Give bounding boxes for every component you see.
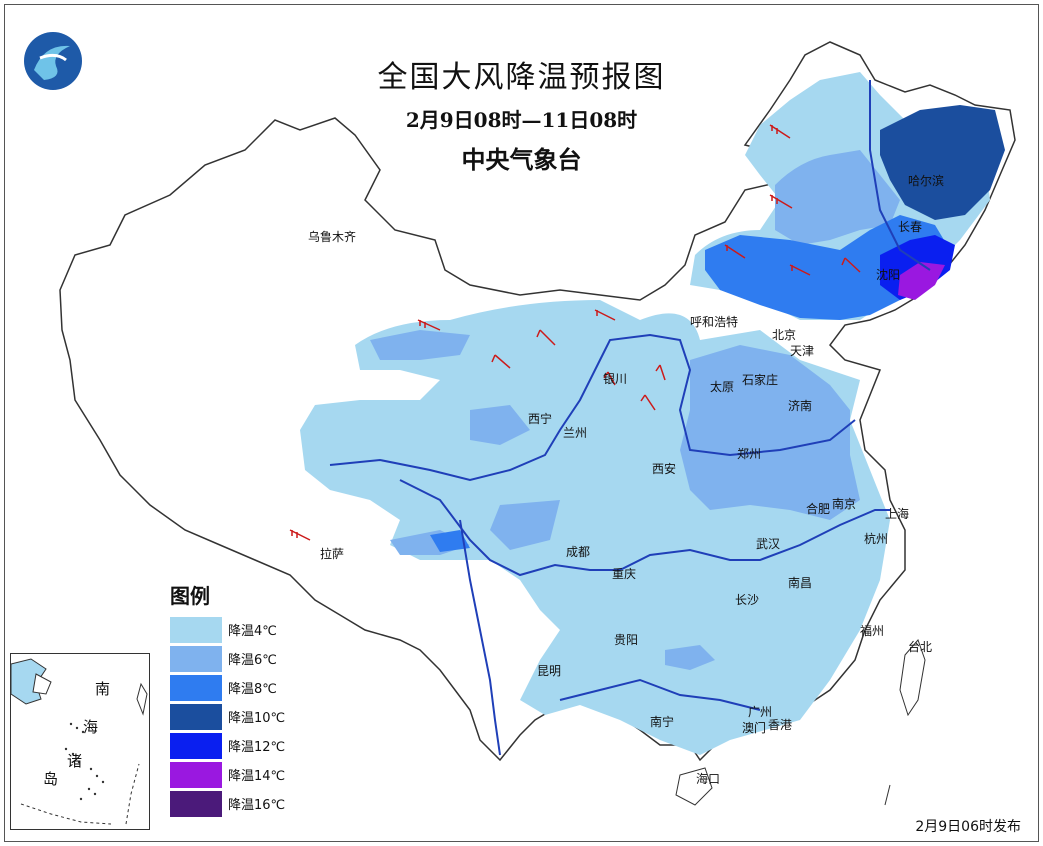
city-label: 澳门 (742, 721, 767, 735)
city-label: 哈尔滨 (908, 174, 945, 188)
city-label: 福州 (860, 624, 885, 638)
city-label: 天津 (790, 344, 815, 358)
legend-label: 降温16℃ (228, 798, 286, 813)
wind-barbs (289, 124, 861, 541)
inset-label: 岛 (43, 770, 59, 788)
legend-label: 降温8℃ (228, 682, 277, 697)
city-label: 银川 (603, 372, 628, 386)
city-label: 杭州 (864, 532, 889, 546)
city-label: 昆明 (537, 664, 562, 678)
legend-items: 降温4℃ 降温6℃ 降温8℃ 降温10℃ 降温12℃ 降温14℃ 降温16℃ (170, 615, 285, 818)
legend-swatch (170, 703, 222, 730)
inset-map (11, 658, 148, 825)
city-label: 台北 (908, 640, 933, 654)
legend-item: 降温8℃ (170, 673, 285, 702)
northeast-river (869, 80, 931, 271)
inset-label: 海 (83, 718, 99, 736)
map-subtitle: 2月9日08时—11日08时 (405, 108, 638, 132)
legend-label: 降温6℃ (228, 653, 277, 668)
legend-label: 降温12℃ (228, 740, 286, 755)
city-label: 西安 (652, 462, 677, 476)
pearl-river (559, 678, 761, 711)
cooling-area-10 (880, 105, 1005, 220)
legend: 图例 降温4℃ 降温6℃ 降温8℃ 降温10℃ 降温12℃ 降温14℃ 降温16℃ (170, 580, 285, 818)
rivers (329, 80, 931, 756)
city-label: 沈阳 (876, 268, 901, 282)
city-label: 南宁 (650, 715, 675, 729)
city-label: 北京 (772, 328, 797, 342)
cma-logo-icon (24, 32, 82, 90)
release-tick (884, 784, 891, 806)
legend-label: 降温4℃ (228, 624, 277, 639)
legend-item: 降温10℃ (170, 702, 285, 731)
legend-swatch (170, 761, 222, 788)
yangtze-river (399, 479, 890, 577)
city-label: 石家庄 (742, 373, 779, 387)
city-label: 海口 (696, 772, 721, 786)
legend-title: 图例 (170, 584, 210, 608)
legend-label: 降温10℃ (228, 711, 286, 726)
legend-swatch (170, 645, 222, 672)
cooling-area-6 (370, 150, 900, 670)
city-label: 重庆 (612, 567, 637, 581)
legend-swatch (170, 790, 222, 817)
city-label: 合肥 (806, 502, 831, 516)
city-label: 贵阳 (614, 633, 639, 647)
legend-item: 降温16℃ (170, 789, 285, 818)
yellow-river (329, 333, 856, 482)
city-label: 广州 (748, 705, 773, 719)
city-label: 上海 (885, 507, 910, 521)
city-label: 乌鲁木齐 (308, 230, 357, 244)
map-issuer: 中央气象台 (461, 146, 582, 174)
city-label: 兰州 (563, 426, 588, 440)
city-label: 太原 (710, 380, 735, 394)
cooling-area-14 (898, 262, 945, 300)
legend-item: 降温4℃ (170, 615, 285, 644)
legend-item: 降温6℃ (170, 644, 285, 673)
legend-swatch (170, 732, 222, 759)
city-label: 南京 (832, 497, 857, 511)
hainan-island (675, 767, 713, 806)
city-label: 济南 (788, 399, 813, 413)
city-label: 郑州 (737, 447, 762, 461)
southwest-river (459, 519, 501, 756)
legend-swatch (170, 616, 222, 643)
city-label: 香港 (768, 718, 793, 732)
map-title: 全国大风降温预报图 (377, 60, 666, 95)
legend-label: 降温14℃ (228, 769, 286, 784)
taiwan-island (899, 639, 926, 717)
release-note: 2月9日06时发布 (915, 819, 1021, 835)
city-label: 成都 (566, 545, 591, 559)
city-label: 武汉 (756, 537, 781, 551)
city-label: 拉萨 (320, 547, 345, 561)
legend-item: 降温14℃ (170, 760, 285, 789)
cooling-area-8 (430, 215, 950, 552)
city-label: 长春 (898, 220, 923, 234)
city-label: 呼和浩特 (690, 315, 739, 329)
city-label: 南昌 (788, 576, 813, 590)
legend-swatch (170, 674, 222, 701)
city-label: 长沙 (735, 593, 760, 607)
legend-item: 降温12℃ (170, 731, 285, 760)
city-label: 西宁 (528, 412, 553, 426)
south-sea-inset: 南 海 诸 岛 (10, 653, 150, 830)
inset-label: 南 (95, 680, 111, 698)
inset-label: 诸 (67, 752, 83, 770)
